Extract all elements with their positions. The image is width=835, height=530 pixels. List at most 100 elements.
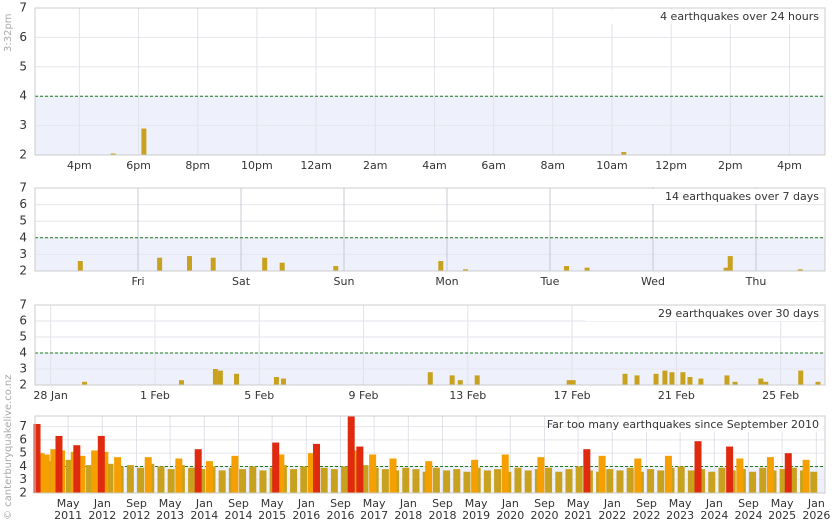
title-bg <box>585 306 823 321</box>
x-tick-year: 2016 <box>326 509 354 522</box>
bar <box>736 458 744 493</box>
bar <box>179 380 185 385</box>
bar <box>320 467 328 493</box>
bar <box>537 457 545 493</box>
bar <box>101 451 109 493</box>
x-tick-label: 1 Feb <box>140 389 170 402</box>
chart-title: 29 earthquakes over 30 days <box>658 307 819 320</box>
bar <box>606 469 614 493</box>
x-tick-label: 10pm <box>241 159 273 172</box>
x-tick-label: Sep <box>432 497 453 510</box>
x-tick-label: 4pm <box>777 159 802 172</box>
bar <box>647 469 655 493</box>
bar <box>524 470 532 493</box>
x-tick-label: Sep <box>126 497 147 510</box>
bar <box>141 128 147 155</box>
x-tick-label: May <box>669 497 692 510</box>
x-tick-label: 21 Feb <box>658 389 695 402</box>
x-tick-label: May <box>567 497 590 510</box>
x-tick-label: 13 Feb <box>449 389 486 402</box>
bar <box>621 152 627 155</box>
y-tick-label: 7 <box>19 1 27 15</box>
bar <box>356 446 364 493</box>
bar <box>626 467 634 493</box>
bar <box>212 369 218 385</box>
x-tick-year: 2023 <box>666 509 694 522</box>
x-tick-year: 2014 <box>224 509 252 522</box>
bar <box>653 373 659 385</box>
x-tick-year: 2020 <box>530 509 558 522</box>
bar <box>217 370 223 385</box>
bar <box>616 470 624 493</box>
plot-frame <box>34 304 826 386</box>
bar <box>307 453 315 493</box>
bar <box>144 457 152 493</box>
y-tick-label: 5 <box>19 330 27 344</box>
x-tick-label: 8pm <box>185 159 210 172</box>
x-tick-label: Thu <box>745 275 767 288</box>
y-tick-label: 6 <box>19 432 27 446</box>
bar <box>381 469 389 493</box>
bar <box>758 378 764 385</box>
x-tick-label: 6am <box>481 159 505 172</box>
bar <box>262 257 268 271</box>
x-tick-label: 12am <box>300 159 331 172</box>
y-tick-label: 6 <box>19 30 27 44</box>
bar <box>347 416 355 493</box>
x-tick-label: Jan <box>93 497 111 510</box>
bar <box>279 262 285 271</box>
bar <box>231 455 239 493</box>
y-tick-label: 4 <box>19 459 27 473</box>
y-tick-label: 3 <box>19 118 27 132</box>
x-tick-label: 9 Feb <box>349 389 379 402</box>
bar <box>341 466 349 493</box>
x-tick-label: 28 Jan <box>33 389 67 402</box>
x-tick-year: 2026 <box>802 509 830 522</box>
x-tick-year: 2012 <box>122 509 150 522</box>
x-tick-label: 5 Feb <box>244 389 274 402</box>
bar <box>78 455 86 493</box>
x-tick-label: Jan <box>807 497 825 510</box>
x-tick-year: 2016 <box>292 509 320 522</box>
plot-frame <box>34 7 826 156</box>
x-tick-label: Jan <box>195 497 213 510</box>
x-tick-year: 2020 <box>496 509 524 522</box>
bar <box>194 449 202 493</box>
x-tick-label: May <box>771 497 794 510</box>
y-tick-label: 7 <box>19 298 27 312</box>
bar <box>175 458 183 493</box>
bar <box>634 458 642 493</box>
title-bg <box>585 417 823 432</box>
bar <box>110 153 116 155</box>
bar <box>662 370 668 385</box>
bar <box>280 378 286 385</box>
bar <box>815 381 821 385</box>
x-tick-year: 2024 <box>734 509 762 522</box>
bar <box>42 454 50 493</box>
x-tick-year: 2013 <box>156 509 184 522</box>
y-tick-label: 3 <box>19 472 27 486</box>
bar <box>664 455 672 493</box>
bar <box>565 469 573 493</box>
x-tick-label: Tue <box>540 275 560 288</box>
x-tick-year: 2022 <box>598 509 626 522</box>
x-tick-label: Jan <box>399 497 417 510</box>
x-tick-year: 2018 <box>394 509 422 522</box>
bar <box>698 378 704 385</box>
bar <box>732 381 738 385</box>
x-tick-label: 4pm <box>67 159 92 172</box>
x-tick-year: 2021 <box>564 509 592 522</box>
bar <box>457 380 463 385</box>
x-tick-year: 2017 <box>360 509 388 522</box>
x-tick-year: 2025 <box>768 509 796 522</box>
x-tick-label: 17 Feb <box>554 389 591 402</box>
time-label: 3:32pm <box>3 13 14 52</box>
x-tick-label: May <box>465 497 488 510</box>
y-tick-label: 5 <box>19 59 27 73</box>
x-tick-label: 2pm <box>718 159 743 172</box>
bar <box>698 469 706 493</box>
bar <box>259 470 267 493</box>
bar <box>749 471 757 493</box>
bar <box>369 454 377 493</box>
